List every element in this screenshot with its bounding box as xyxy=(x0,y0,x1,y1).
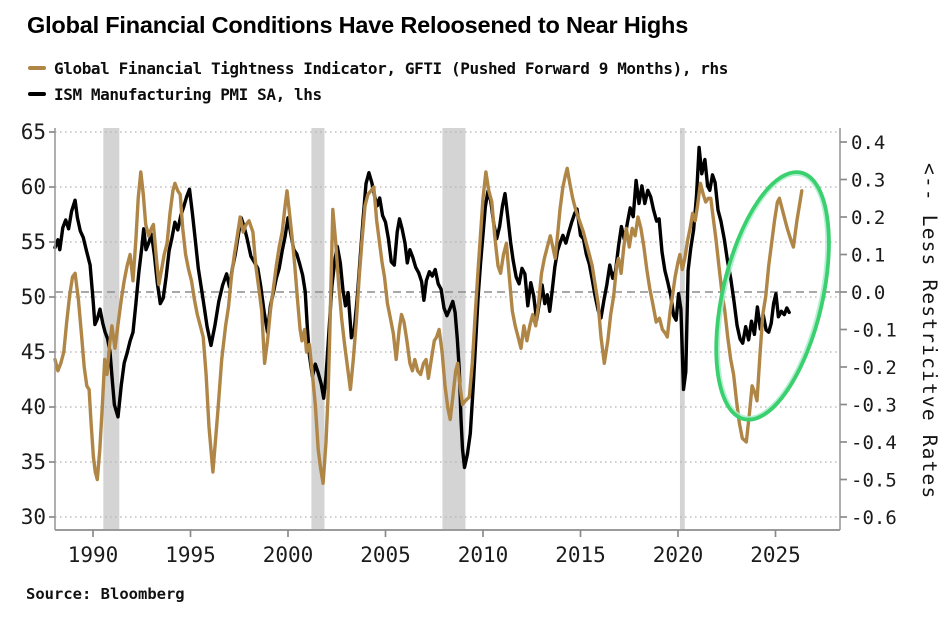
x-tick-label: 1995 xyxy=(165,543,216,567)
annotation-ellipse-glow xyxy=(717,173,828,419)
left-tick-label: 55 xyxy=(21,230,46,254)
x-tick-label: 2010 xyxy=(458,543,509,567)
x-tick-label: 2025 xyxy=(750,543,801,567)
left-tick-label: 30 xyxy=(21,505,46,529)
right-tick-label: 0.3 xyxy=(851,170,885,192)
right-tick-label: 0.2 xyxy=(851,207,885,229)
right-tick-label: -0.3 xyxy=(851,395,897,417)
legend-item-gfti: Global Financial Tightness Indicator, GF… xyxy=(28,55,728,81)
series-line-gfti xyxy=(53,166,804,485)
legend-label-ism: ISM Manufacturing PMI SA, lhs xyxy=(54,84,322,104)
series-line-ism xyxy=(53,145,791,470)
page-title: Global Financial Conditions Have Reloose… xyxy=(27,12,689,38)
source-note: Source: Bloomberg xyxy=(26,585,185,603)
right-tick-label: -0.6 xyxy=(851,507,897,529)
legend-item-ism: ISM Manufacturing PMI SA, lhs xyxy=(28,81,728,107)
right-tick-label: -0.5 xyxy=(851,470,897,492)
recession-band xyxy=(311,128,325,530)
gfti-line-swatch xyxy=(28,66,46,70)
recession-band xyxy=(442,128,466,530)
legend: Global Financial Tightness Indicator, GF… xyxy=(28,55,728,107)
x-tick-label: 2000 xyxy=(263,543,314,567)
right-axis-title: <-- Less Restricitve Rates xyxy=(918,163,941,499)
ism-line-swatch xyxy=(28,92,46,96)
x-tick-label: 2015 xyxy=(555,543,606,567)
right-tick-label: 0.1 xyxy=(851,245,885,267)
left-tick-label: 45 xyxy=(21,340,46,364)
x-tick-label: 2020 xyxy=(653,543,704,567)
annotation-ellipse xyxy=(714,170,831,422)
left-tick-label: 50 xyxy=(21,285,46,309)
legend-label-gfti: Global Financial Tightness Indicator, GF… xyxy=(54,58,728,78)
right-tick-label: -0.4 xyxy=(851,432,897,454)
left-tick-label: 65 xyxy=(21,120,46,144)
right-tick-label: 0.4 xyxy=(851,132,885,154)
right-tick-label: -0.2 xyxy=(851,357,897,379)
x-tick-label: 2005 xyxy=(360,543,411,567)
x-tick-label: 1990 xyxy=(68,543,119,567)
right-tick-label: 0.0 xyxy=(851,282,885,304)
left-tick-label: 60 xyxy=(21,175,46,199)
right-tick-label: -0.1 xyxy=(851,320,897,342)
left-tick-label: 40 xyxy=(21,395,46,419)
left-tick-label: 35 xyxy=(21,450,46,474)
